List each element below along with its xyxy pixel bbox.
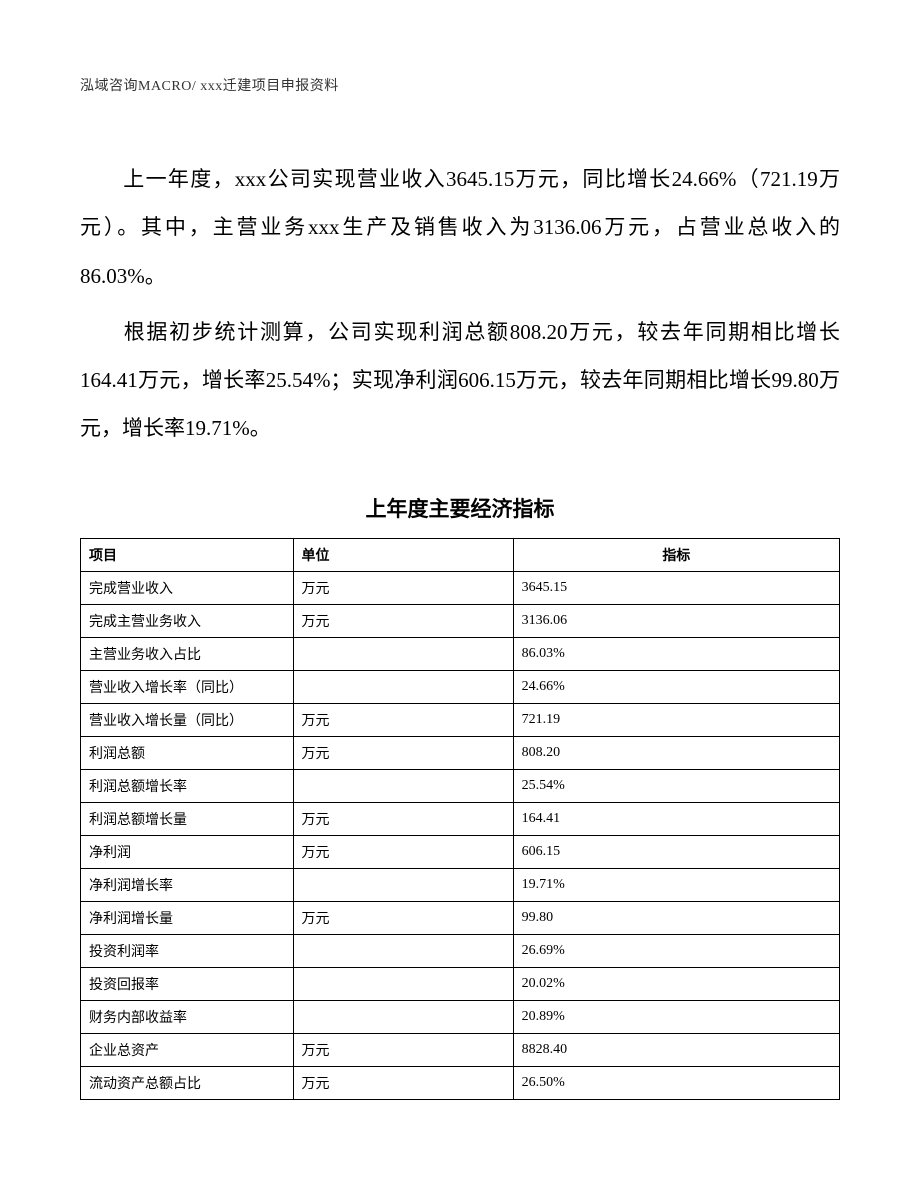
table-cell-unit	[293, 868, 513, 901]
table-cell-unit: 万元	[293, 835, 513, 868]
table-cell-item: 财务内部收益率	[81, 1000, 294, 1033]
table-row: 利润总额增长率 25.54%	[81, 769, 840, 802]
body-paragraphs: 上一年度，xxx公司实现营业收入3645.15万元，同比增长24.66%（721…	[80, 155, 840, 453]
table-cell-unit: 万元	[293, 901, 513, 934]
header-text: 泓域咨询MACRO/ xxx迁建项目申报资料	[80, 79, 339, 94]
table-row: 利润总额增长量 万元 164.41	[81, 802, 840, 835]
table-row: 投资利润率 26.69%	[81, 934, 840, 967]
table-row: 净利润增长率 19.71%	[81, 868, 840, 901]
table-row: 完成主营业务收入 万元 3136.06	[81, 604, 840, 637]
table-row: 财务内部收益率 20.89%	[81, 1000, 840, 1033]
table-cell-unit	[293, 769, 513, 802]
table-cell-value: 20.89%	[513, 1000, 839, 1033]
table-cell-item: 流动资产总额占比	[81, 1066, 294, 1099]
table-cell-unit: 万元	[293, 1033, 513, 1066]
table-cell-value: 99.80	[513, 901, 839, 934]
table-cell-item: 营业收入增长率（同比）	[81, 670, 294, 703]
table-cell-item: 净利润增长量	[81, 901, 294, 934]
table-cell-unit: 万元	[293, 571, 513, 604]
paragraph-2-text: 根据初步统计测算，公司实现利润总额808.20万元，较去年同期相比增长164.4…	[80, 320, 840, 441]
table-row: 投资回报率 20.02%	[81, 967, 840, 1000]
table-cell-value: 24.66%	[513, 670, 839, 703]
table-cell-item: 利润总额增长率	[81, 769, 294, 802]
table-row: 企业总资产 万元 8828.40	[81, 1033, 840, 1066]
table-cell-unit: 万元	[293, 604, 513, 637]
table-cell-value: 606.15	[513, 835, 839, 868]
table-row: 利润总额 万元 808.20	[81, 736, 840, 769]
table-cell-item: 企业总资产	[81, 1033, 294, 1066]
table-cell-unit: 万元	[293, 802, 513, 835]
paragraph-1-text: 上一年度，xxx公司实现营业收入3645.15万元，同比增长24.66%（721…	[80, 167, 840, 288]
table-cell-unit	[293, 967, 513, 1000]
table-cell-unit	[293, 934, 513, 967]
table-cell-value: 164.41	[513, 802, 839, 835]
table-cell-unit	[293, 1000, 513, 1033]
indicators-table: 项目 单位 指标 完成营业收入 万元 3645.15 完成主营业务收入 万元 3…	[80, 538, 840, 1100]
table-cell-value: 25.54%	[513, 769, 839, 802]
table-cell-item: 主营业务收入占比	[81, 637, 294, 670]
table-row: 营业收入增长率（同比） 24.66%	[81, 670, 840, 703]
table-cell-value: 26.50%	[513, 1066, 839, 1099]
table-body: 完成营业收入 万元 3645.15 完成主营业务收入 万元 3136.06 主营…	[81, 571, 840, 1099]
table-cell-value: 20.02%	[513, 967, 839, 1000]
table-row: 完成营业收入 万元 3645.15	[81, 571, 840, 604]
table-cell-item: 完成主营业务收入	[81, 604, 294, 637]
table-cell-value: 721.19	[513, 703, 839, 736]
table-cell-unit	[293, 637, 513, 670]
table-row: 净利润增长量 万元 99.80	[81, 901, 840, 934]
table-row: 主营业务收入占比 86.03%	[81, 637, 840, 670]
table-cell-unit: 万元	[293, 703, 513, 736]
table-cell-item: 净利润	[81, 835, 294, 868]
table-cell-unit: 万元	[293, 736, 513, 769]
table-cell-value: 808.20	[513, 736, 839, 769]
table-cell-item: 营业收入增长量（同比）	[81, 703, 294, 736]
table-row: 流动资产总额占比 万元 26.50%	[81, 1066, 840, 1099]
table-title: 上年度主要经济指标	[80, 493, 840, 523]
table-row: 净利润 万元 606.15	[81, 835, 840, 868]
table-header-unit: 单位	[293, 538, 513, 571]
page-header: 泓域咨询MACRO/ xxx迁建项目申报资料	[80, 75, 840, 95]
table-row: 营业收入增长量（同比） 万元 721.19	[81, 703, 840, 736]
table-cell-value: 86.03%	[513, 637, 839, 670]
table-cell-item: 投资回报率	[81, 967, 294, 1000]
table-header-item: 项目	[81, 538, 294, 571]
paragraph-2: 根据初步统计测算，公司实现利润总额808.20万元，较去年同期相比增长164.4…	[80, 308, 840, 453]
table-header-value: 指标	[513, 538, 839, 571]
table-cell-value: 19.71%	[513, 868, 839, 901]
table-cell-item: 利润总额	[81, 736, 294, 769]
table-header-row: 项目 单位 指标	[81, 538, 840, 571]
table-cell-unit	[293, 670, 513, 703]
table-cell-value: 26.69%	[513, 934, 839, 967]
table-cell-item: 完成营业收入	[81, 571, 294, 604]
paragraph-1: 上一年度，xxx公司实现营业收入3645.15万元，同比增长24.66%（721…	[80, 155, 840, 300]
table-cell-value: 8828.40	[513, 1033, 839, 1066]
table-cell-value: 3136.06	[513, 604, 839, 637]
table-cell-value: 3645.15	[513, 571, 839, 604]
table-cell-item: 净利润增长率	[81, 868, 294, 901]
table-cell-item: 投资利润率	[81, 934, 294, 967]
table-cell-item: 利润总额增长量	[81, 802, 294, 835]
table-cell-unit: 万元	[293, 1066, 513, 1099]
